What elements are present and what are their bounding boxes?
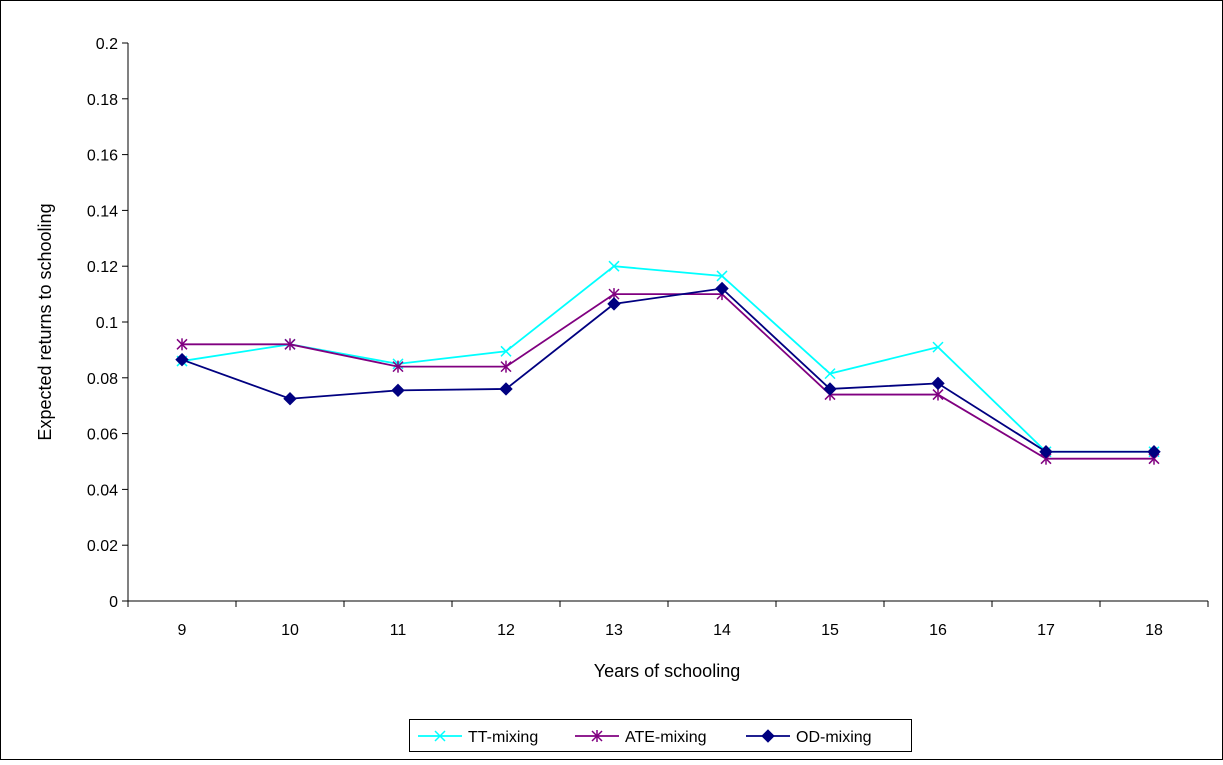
data-point xyxy=(932,341,944,353)
axes: 0 0.02 0.04 0.06 0.08 0.1 0.12 0.14 0.16 0.18 0.2 9… xyxy=(87,36,1209,639)
legend-diamond-icon xyxy=(761,729,775,743)
y-tick-label: 0.16 xyxy=(87,148,118,165)
y-tick-label: 0.1 xyxy=(96,315,118,332)
legend-label: ATE-mixing xyxy=(625,729,707,746)
x-tick-label: 9 xyxy=(178,622,187,639)
legend-item: TT-mixing xyxy=(418,729,538,746)
y-axis-title: Expected returns to schooling xyxy=(35,203,55,440)
x-axis-title: Years of schooling xyxy=(594,661,740,681)
legend-item: OD-mixing xyxy=(746,729,872,746)
data-point xyxy=(608,260,620,272)
data-point xyxy=(392,360,404,373)
data-point xyxy=(1147,445,1161,459)
data-point xyxy=(715,281,729,296)
x-tick-label: 15 xyxy=(821,622,839,639)
series-line xyxy=(182,293,1154,460)
legend-label: TT-mixing xyxy=(468,729,538,746)
x-tick-label: 10 xyxy=(281,622,299,639)
legend-label: OD-mixing xyxy=(796,729,872,746)
data-point xyxy=(284,338,296,351)
x-tick-label: 12 xyxy=(497,622,515,639)
data-point xyxy=(932,388,944,401)
data-point xyxy=(824,368,836,380)
legend-box xyxy=(409,719,912,752)
data-point xyxy=(607,297,621,311)
x-tick-label: 18 xyxy=(1145,622,1163,639)
x-tick-label: 13 xyxy=(605,622,623,639)
y-tick-label: 0 xyxy=(109,594,118,611)
legend-item: ATE-mixing xyxy=(575,729,707,746)
data-point xyxy=(283,392,297,406)
legend-x-icon xyxy=(434,730,446,742)
legend-asterisk-icon xyxy=(591,730,603,742)
data-point xyxy=(391,383,405,398)
data-point xyxy=(931,376,945,391)
y-tick-label: 0.2 xyxy=(96,36,118,53)
y-tick-label: 0.06 xyxy=(87,427,118,444)
data-point xyxy=(823,382,837,396)
data-point xyxy=(176,338,188,351)
x-tick-label: 11 xyxy=(390,622,407,639)
x-tick-label: 17 xyxy=(1037,622,1055,639)
data-point xyxy=(500,345,512,357)
y-tick-label: 0.18 xyxy=(87,92,118,109)
x-tick-label: 14 xyxy=(713,622,731,639)
series-od-mixing xyxy=(175,281,1161,459)
y-tick-label: 0.08 xyxy=(87,371,118,388)
data-point xyxy=(175,352,189,367)
series-line xyxy=(181,287,1154,453)
y-tick-label: 0.04 xyxy=(87,482,118,499)
data-point xyxy=(716,270,728,282)
y-tick-label: 0.12 xyxy=(87,259,118,276)
data-point xyxy=(499,382,513,396)
x-tick-label: 16 xyxy=(929,622,947,639)
y-tick-label: 0.02 xyxy=(87,538,118,555)
data-point xyxy=(500,360,512,373)
y-tick-label: 0.14 xyxy=(87,203,118,220)
legend: TT-mixing ATE-mixing OD-mixing xyxy=(409,719,912,752)
series-line xyxy=(181,265,1154,453)
data-point xyxy=(1039,445,1053,459)
series-layer xyxy=(175,260,1161,465)
